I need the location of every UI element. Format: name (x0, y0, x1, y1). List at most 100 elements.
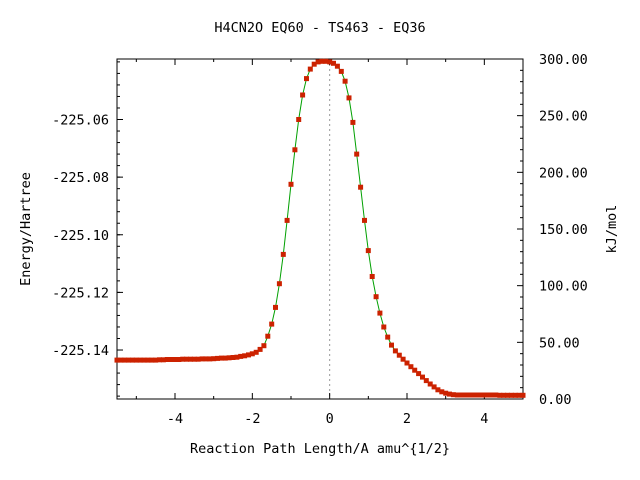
plot-area (114, 58, 526, 400)
data-point (284, 217, 290, 223)
data-point (203, 356, 209, 362)
data-point (427, 381, 433, 387)
data-point (327, 59, 333, 65)
data-point (242, 353, 248, 359)
data-point (439, 389, 445, 395)
data-point (365, 248, 371, 254)
data-point (512, 392, 518, 398)
data-point (157, 357, 162, 363)
data-point (191, 356, 197, 362)
data-point (137, 357, 143, 363)
data-point (373, 294, 379, 300)
data-point (319, 58, 325, 64)
data-point (404, 360, 410, 366)
x-tick-label: -4 (167, 411, 183, 427)
data-point (420, 374, 425, 380)
data-point (412, 367, 418, 373)
data-point (338, 68, 344, 74)
data-point (300, 92, 306, 98)
data-point (362, 217, 367, 223)
data-point (508, 392, 514, 398)
data-point (211, 356, 217, 362)
x-tick-label: 2 (403, 411, 411, 427)
data-point (520, 392, 526, 398)
data-point (481, 392, 487, 398)
y2-tick-label: 50.00 (539, 335, 580, 351)
data-point (276, 281, 282, 287)
data-point (505, 392, 510, 398)
data-point (265, 333, 271, 339)
data-point (389, 342, 394, 348)
data-point (470, 392, 476, 398)
data-point (280, 251, 286, 257)
data-point (253, 349, 259, 355)
data-point (261, 343, 267, 349)
data-point (334, 63, 340, 69)
data-point (130, 357, 135, 363)
data-point (145, 357, 151, 363)
data-point (342, 78, 348, 84)
data-point (296, 117, 302, 122)
data-point (222, 355, 228, 361)
data-point (149, 357, 155, 363)
y-tick-label: -225.06 (52, 113, 109, 129)
data-point (114, 357, 120, 363)
data-point (435, 387, 441, 393)
data-point (462, 392, 468, 398)
data-point (273, 304, 278, 310)
data-point (172, 357, 178, 362)
data-point (369, 274, 375, 279)
data-point (118, 357, 124, 363)
data-point (269, 321, 275, 327)
data-point (392, 348, 398, 354)
data-point (292, 147, 298, 153)
data-point (431, 384, 437, 390)
data-point (238, 353, 244, 359)
x-tick-label: -2 (244, 411, 260, 427)
y2-tick-label: 100.00 (539, 279, 588, 295)
data-point (257, 346, 263, 352)
data-point (331, 60, 336, 66)
data-point (133, 357, 139, 363)
data-point (501, 392, 507, 398)
data-point (307, 66, 313, 72)
data-point (493, 392, 499, 398)
y2-tick-label: 0.00 (539, 392, 572, 408)
data-point (385, 334, 391, 340)
data-point (466, 392, 472, 398)
y2-tick-label: 300.00 (539, 52, 588, 68)
x-axis-label: Reaction Path Length/A amu^{1/2} (190, 441, 450, 457)
x-tick-label: 0 (326, 411, 334, 427)
data-point (207, 356, 213, 362)
y2-tick-label: 200.00 (539, 165, 588, 181)
y-tick-label: -225.12 (52, 285, 109, 301)
data-point (234, 354, 240, 360)
chart-title: H4CN2O EQ60 - TS463 - EQ36 (214, 20, 425, 36)
data-point (246, 352, 251, 358)
data-point (288, 181, 294, 187)
y2-axis-label: kJ/mol (604, 205, 620, 254)
data-point (195, 356, 201, 362)
data-point (226, 355, 232, 361)
plot-frame (116, 58, 524, 400)
data-point (443, 390, 449, 396)
data-point (516, 392, 522, 398)
data-point (377, 310, 383, 316)
data-point (315, 59, 321, 65)
data-point (381, 324, 387, 330)
data-point (423, 378, 429, 384)
data-point (199, 356, 205, 362)
data-point (218, 355, 224, 361)
data-point (323, 58, 329, 64)
data-point (176, 357, 182, 362)
data-point (485, 392, 491, 398)
y-tick-label: -225.10 (52, 228, 109, 244)
y-tick-label: -225.14 (52, 343, 109, 359)
data-point (153, 357, 159, 363)
data-point (311, 61, 317, 67)
data-point (400, 356, 406, 362)
data-point (458, 392, 464, 398)
data-point (447, 391, 452, 397)
series-curve (117, 60, 523, 396)
